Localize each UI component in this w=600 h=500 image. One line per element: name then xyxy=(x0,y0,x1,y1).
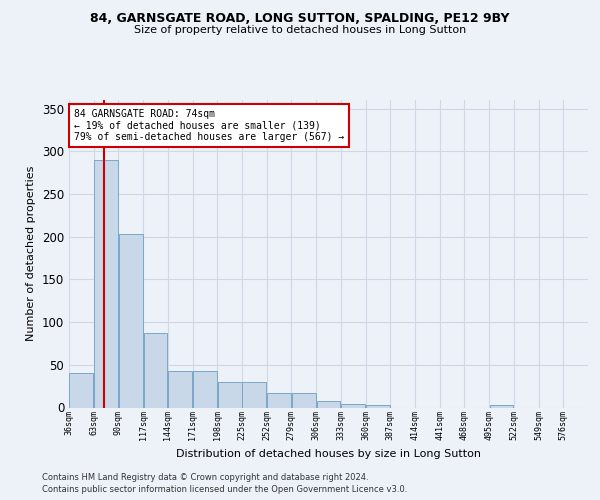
X-axis label: Distribution of detached houses by size in Long Sutton: Distribution of detached houses by size … xyxy=(176,448,481,458)
Bar xyxy=(94,160,118,408)
Bar xyxy=(218,382,242,407)
Bar xyxy=(168,371,192,408)
Text: Contains public sector information licensed under the Open Government Licence v3: Contains public sector information licen… xyxy=(42,485,407,494)
Text: 84 GARNSGATE ROAD: 74sqm
← 19% of detached houses are smaller (139)
79% of semi-: 84 GARNSGATE ROAD: 74sqm ← 19% of detach… xyxy=(74,109,344,142)
Bar xyxy=(267,393,291,407)
Bar xyxy=(193,371,217,408)
Bar xyxy=(143,333,167,407)
Bar xyxy=(317,400,340,407)
Bar xyxy=(490,405,514,407)
Y-axis label: Number of detached properties: Number of detached properties xyxy=(26,166,37,342)
Bar xyxy=(70,374,94,408)
Text: 84, GARNSGATE ROAD, LONG SUTTON, SPALDING, PE12 9BY: 84, GARNSGATE ROAD, LONG SUTTON, SPALDIN… xyxy=(90,12,510,26)
Text: Contains HM Land Registry data © Crown copyright and database right 2024.: Contains HM Land Registry data © Crown c… xyxy=(42,472,368,482)
Bar xyxy=(292,393,316,407)
Bar xyxy=(341,404,365,407)
Bar xyxy=(366,405,390,407)
Text: Size of property relative to detached houses in Long Sutton: Size of property relative to detached ho… xyxy=(134,25,466,35)
Bar xyxy=(242,382,266,407)
Bar xyxy=(119,234,143,408)
